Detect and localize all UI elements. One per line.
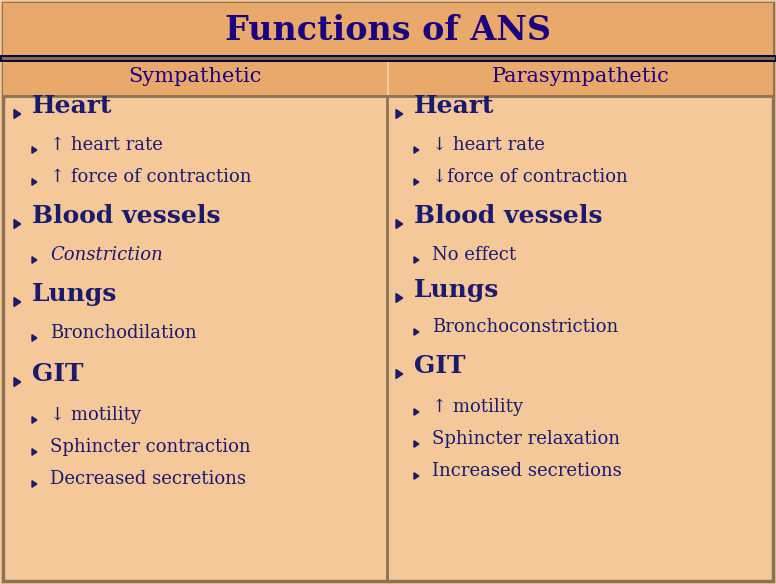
Polygon shape: [414, 257, 419, 263]
Polygon shape: [32, 147, 37, 153]
Text: Decreased secretions: Decreased secretions: [50, 470, 246, 488]
Text: Heart: Heart: [32, 94, 113, 118]
Text: Bronchodilation: Bronchodilation: [50, 324, 196, 342]
Polygon shape: [14, 297, 21, 307]
Text: Heart: Heart: [414, 94, 494, 118]
Text: Sphincter contraction: Sphincter contraction: [50, 438, 251, 456]
Text: ↓ heart rate: ↓ heart rate: [432, 136, 545, 154]
Polygon shape: [414, 179, 419, 185]
Text: Lungs: Lungs: [414, 278, 500, 302]
Polygon shape: [14, 220, 21, 228]
Polygon shape: [32, 335, 37, 341]
Text: Blood vessels: Blood vessels: [414, 204, 602, 228]
Text: Lungs: Lungs: [32, 282, 117, 306]
Polygon shape: [14, 110, 21, 119]
Polygon shape: [32, 417, 37, 423]
Polygon shape: [32, 257, 37, 263]
Polygon shape: [414, 147, 419, 153]
Bar: [3, 58, 387, 96]
Polygon shape: [32, 449, 37, 456]
Text: Sphincter relaxation: Sphincter relaxation: [432, 430, 620, 448]
Text: GIT: GIT: [414, 354, 466, 378]
Text: ↓force of contraction: ↓force of contraction: [432, 168, 628, 186]
Polygon shape: [32, 481, 37, 487]
Text: Constriction: Constriction: [50, 246, 163, 264]
Text: ↑ motility: ↑ motility: [432, 398, 523, 416]
Polygon shape: [396, 110, 403, 119]
Text: Sympathetic: Sympathetic: [128, 68, 262, 86]
Text: Functions of ANS: Functions of ANS: [225, 14, 551, 47]
Text: GIT: GIT: [32, 362, 84, 386]
Text: ↓ motility: ↓ motility: [50, 406, 141, 424]
Text: Bronchoconstriction: Bronchoconstriction: [432, 318, 618, 336]
Polygon shape: [396, 220, 403, 228]
Polygon shape: [396, 294, 403, 303]
Polygon shape: [414, 473, 419, 479]
Text: ↑ heart rate: ↑ heart rate: [50, 136, 163, 154]
Polygon shape: [414, 441, 419, 447]
Text: ↑ force of contraction: ↑ force of contraction: [50, 168, 251, 186]
Text: No effect: No effect: [432, 246, 516, 264]
Polygon shape: [414, 329, 419, 335]
Text: Blood vessels: Blood vessels: [32, 204, 220, 228]
Polygon shape: [414, 409, 419, 415]
Text: Increased secretions: Increased secretions: [432, 462, 622, 480]
Polygon shape: [32, 179, 37, 185]
Bar: [389, 58, 773, 96]
Bar: [3, 3, 773, 58]
Polygon shape: [396, 370, 403, 378]
Polygon shape: [14, 377, 21, 387]
Text: Parasympathetic: Parasympathetic: [492, 68, 670, 86]
